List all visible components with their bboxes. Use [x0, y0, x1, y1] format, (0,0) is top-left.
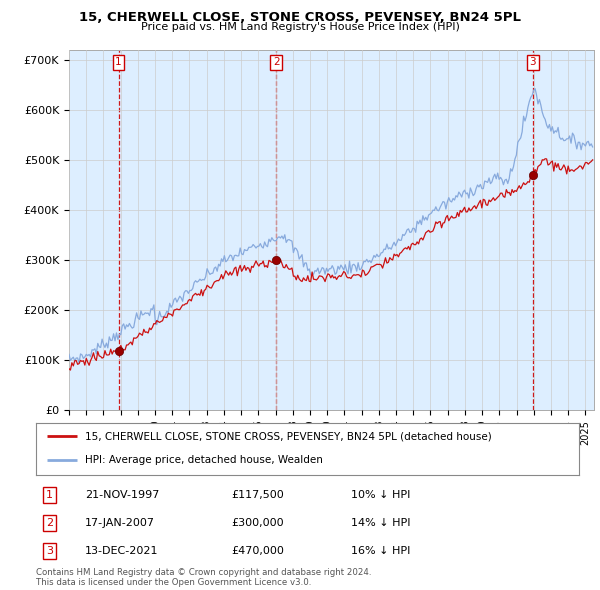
Text: HPI: Average price, detached house, Wealden: HPI: Average price, detached house, Weal… [85, 455, 323, 466]
Text: 3: 3 [46, 546, 53, 556]
Text: £300,000: £300,000 [232, 518, 284, 527]
Text: Contains HM Land Registry data © Crown copyright and database right 2024.
This d: Contains HM Land Registry data © Crown c… [36, 568, 371, 587]
Bar [276, 50, 533, 410]
Text: 2: 2 [46, 518, 53, 527]
Bar [69, 50, 119, 410]
Text: 16% ↓ HPI: 16% ↓ HPI [351, 546, 410, 556]
Text: 13-DEC-2021: 13-DEC-2021 [85, 546, 158, 556]
Text: 15, CHERWELL CLOSE, STONE CROSS, PEVENSEY, BN24 5PL (detached house): 15, CHERWELL CLOSE, STONE CROSS, PEVENSE… [85, 431, 491, 441]
Text: 10% ↓ HPI: 10% ↓ HPI [351, 490, 410, 500]
Text: 21-NOV-1997: 21-NOV-1997 [85, 490, 159, 500]
Bar [119, 50, 276, 410]
Text: £470,000: £470,000 [232, 546, 284, 556]
Text: Price paid vs. HM Land Registry's House Price Index (HPI): Price paid vs. HM Land Registry's House … [140, 22, 460, 32]
Text: 1: 1 [115, 57, 122, 67]
Text: 15, CHERWELL CLOSE, STONE CROSS, PEVENSEY, BN24 5PL: 15, CHERWELL CLOSE, STONE CROSS, PEVENSE… [79, 11, 521, 24]
Text: £117,500: £117,500 [232, 490, 284, 500]
Bar [533, 50, 594, 410]
Text: 3: 3 [530, 57, 536, 67]
Text: 14% ↓ HPI: 14% ↓ HPI [351, 518, 410, 527]
Text: 17-JAN-2007: 17-JAN-2007 [85, 518, 155, 527]
Text: 1: 1 [46, 490, 53, 500]
Text: 2: 2 [273, 57, 280, 67]
